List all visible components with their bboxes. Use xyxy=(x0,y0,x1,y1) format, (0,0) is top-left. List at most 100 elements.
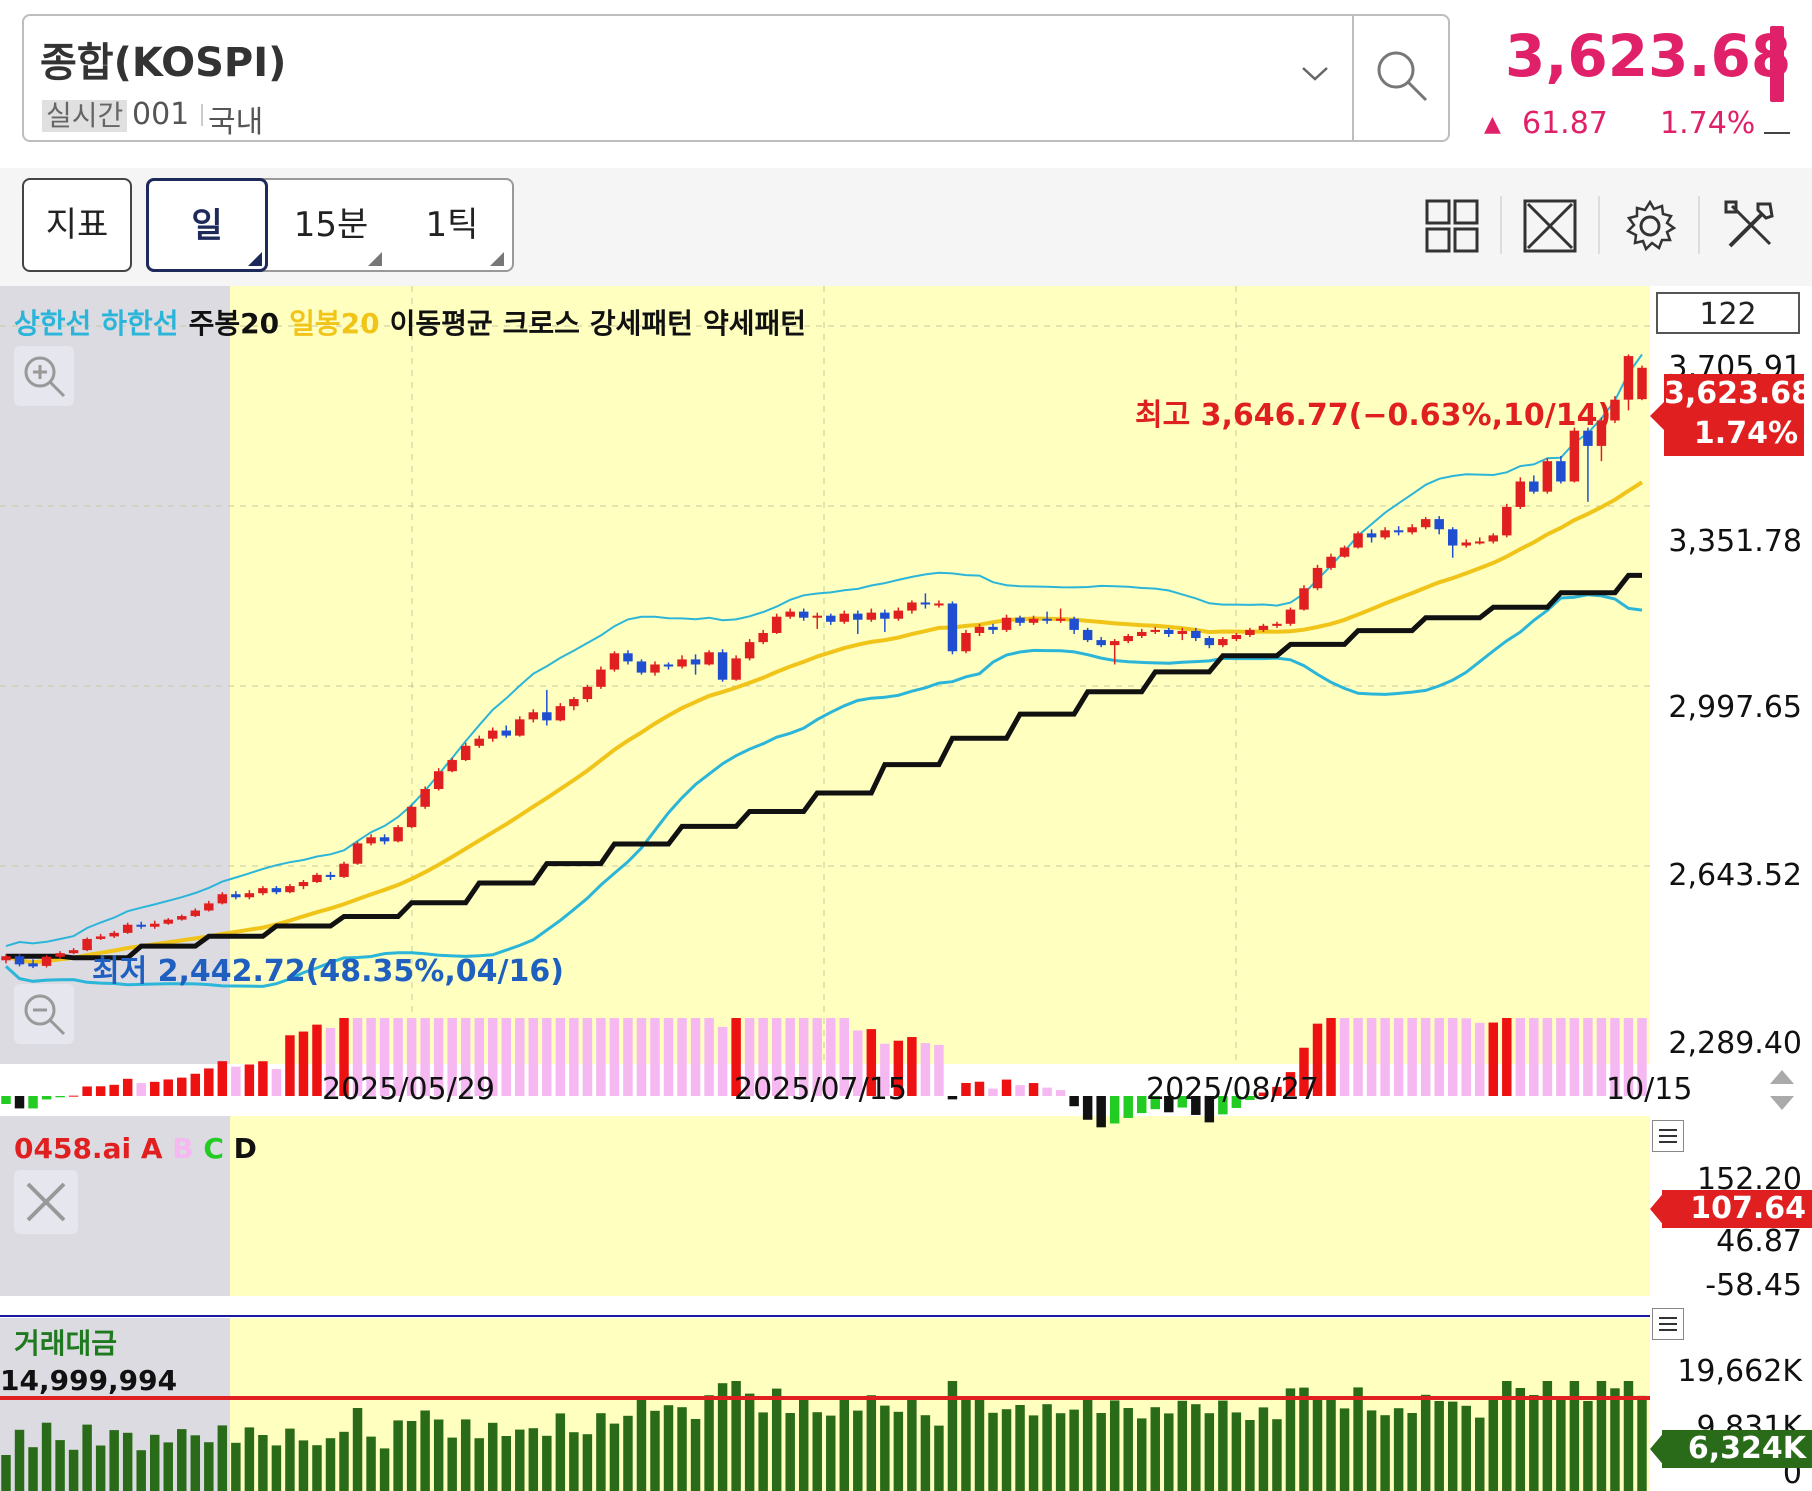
legend-bull-pattern[interactable]: 강세패턴 xyxy=(589,307,693,340)
osc-bar xyxy=(1177,1096,1188,1108)
candle-body xyxy=(771,616,782,633)
osc-bar xyxy=(663,1018,674,1096)
volume-bar xyxy=(555,1413,566,1491)
volume-bar xyxy=(406,1421,417,1491)
fullscreen-icon[interactable] xyxy=(1522,198,1578,254)
oscillator-bars xyxy=(1,1018,1647,1128)
volume-panel-title[interactable]: 거래대금 xyxy=(14,1327,118,1360)
candle-body xyxy=(596,669,606,687)
volume-bar xyxy=(379,1448,390,1491)
volume-bar xyxy=(488,1422,498,1491)
legend-cross[interactable]: 크로스 xyxy=(502,307,580,340)
osc-bar xyxy=(934,1044,944,1096)
candle-body xyxy=(880,612,890,619)
indicator-legend[interactable]: 상한선 하한선 주봉20 일봉20 이동평균 크로스 강세패턴 약세패턴 xyxy=(14,302,816,342)
candle-body xyxy=(1339,547,1350,557)
osc-bar xyxy=(1556,1018,1566,1096)
candle-body xyxy=(1434,519,1444,530)
y-tick-label: 2,997.65 xyxy=(1668,690,1802,725)
settings-gear-icon[interactable] xyxy=(1622,198,1678,254)
chevron-down-icon[interactable] xyxy=(1300,64,1330,84)
candle-body xyxy=(68,950,79,954)
volume-bar xyxy=(122,1432,133,1491)
timeframe-tick-button[interactable]: 1틱 xyxy=(425,205,479,245)
search-icon[interactable] xyxy=(1372,46,1432,106)
osc-panel-title[interactable]: 0458.ai A B C D xyxy=(14,1132,257,1165)
osc-bar xyxy=(1623,1018,1634,1096)
osc-bar xyxy=(1191,1096,1201,1115)
candle-body xyxy=(839,613,850,622)
osc-bar xyxy=(285,1035,295,1096)
tools-icon[interactable] xyxy=(1722,198,1778,254)
osc-bar xyxy=(1407,1018,1417,1096)
candle-body xyxy=(82,938,92,951)
osc-bar xyxy=(609,1018,620,1096)
candle-body xyxy=(677,659,687,667)
candle-body xyxy=(1204,638,1215,646)
volume-bar xyxy=(663,1405,674,1491)
volume-bar xyxy=(258,1435,268,1491)
legend-daily-20[interactable]: 일봉20 xyxy=(289,307,380,340)
osc-bar xyxy=(258,1061,268,1096)
divider xyxy=(1598,196,1600,254)
volume-bar xyxy=(920,1415,931,1491)
volume-bars xyxy=(1,1381,1647,1491)
y-tick-label: 2,289.40 xyxy=(1668,1026,1802,1061)
volume-bar xyxy=(285,1428,295,1491)
osc-legend-c: C xyxy=(203,1132,224,1165)
candle-body xyxy=(460,745,471,761)
price-chart[interactable] xyxy=(0,286,1812,1491)
osc-bar xyxy=(1001,1079,1012,1096)
symbol-selector[interactable] xyxy=(22,14,1450,142)
bollinger-bands xyxy=(4,353,1644,988)
candle-body xyxy=(1231,634,1242,640)
candle-body xyxy=(907,602,917,611)
legend-lower-band[interactable]: 하한선 xyxy=(101,307,179,340)
volume-bar xyxy=(758,1412,768,1491)
zoom-out-icon[interactable] xyxy=(14,984,74,1044)
divider xyxy=(201,104,203,126)
volume-bar xyxy=(1583,1401,1593,1491)
candle-body xyxy=(1488,535,1499,542)
candle-body xyxy=(1475,541,1485,544)
candle-body xyxy=(312,874,322,883)
legend-bear-pattern[interactable]: 약세패턴 xyxy=(702,307,806,340)
osc-bar xyxy=(1109,1096,1120,1124)
candle-body xyxy=(41,956,52,966)
osc-bar xyxy=(1542,1018,1553,1096)
candle-body xyxy=(1285,609,1296,624)
volume-bar xyxy=(812,1412,822,1491)
scroll-updown-icon[interactable] xyxy=(1764,1066,1800,1114)
candle-body xyxy=(853,613,863,620)
indicator-button[interactable]: 지표 xyxy=(22,178,132,272)
timeframe-15min-button[interactable]: 15분 xyxy=(293,205,369,245)
visible-count-box[interactable]: 122 xyxy=(1656,292,1800,334)
volume-bar xyxy=(1312,1398,1323,1491)
volume-bar xyxy=(352,1408,363,1491)
close-panel-icon[interactable] xyxy=(14,1170,78,1234)
volume-bar xyxy=(1339,1408,1350,1491)
volume-bar xyxy=(677,1407,687,1491)
legend-upper-band[interactable]: 상한선 xyxy=(14,307,92,340)
lower-band-line xyxy=(4,593,1643,988)
osc-bar xyxy=(1610,1018,1620,1096)
legend-moving-average[interactable]: 이동평균 xyxy=(389,307,493,340)
timeframe-day-button[interactable]: 일 xyxy=(146,178,268,272)
panel-menu-icon[interactable] xyxy=(1652,1308,1684,1340)
candle-body xyxy=(569,699,579,707)
volume-bar xyxy=(298,1440,309,1491)
volume-bar xyxy=(798,1397,809,1491)
osc-bar xyxy=(501,1018,511,1096)
osc-bar xyxy=(366,1018,376,1096)
layout-grid-icon[interactable] xyxy=(1424,198,1480,254)
volume-bar xyxy=(460,1419,471,1491)
osc-bar xyxy=(1529,1018,1539,1096)
zoom-in-icon[interactable] xyxy=(14,346,74,406)
x-tick-label: 10/15 xyxy=(1606,1072,1693,1107)
volume-bar xyxy=(582,1434,593,1491)
candle-body xyxy=(542,712,552,721)
osc-bar xyxy=(271,1069,282,1096)
legend-weekly-20[interactable]: 주봉20 xyxy=(188,307,280,340)
volume-bar xyxy=(1150,1407,1160,1491)
panel-menu-icon[interactable] xyxy=(1652,1120,1684,1152)
